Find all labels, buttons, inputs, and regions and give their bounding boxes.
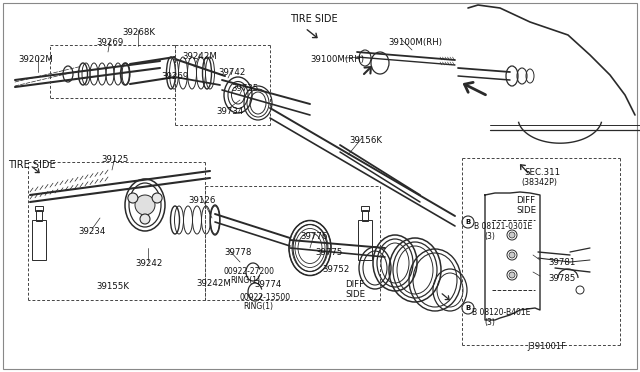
- Text: 39269: 39269: [96, 38, 124, 47]
- Text: 39242: 39242: [135, 259, 163, 268]
- Circle shape: [509, 232, 515, 238]
- Text: RING(1): RING(1): [230, 276, 260, 285]
- Text: 39269: 39269: [161, 72, 188, 81]
- Text: (3): (3): [484, 318, 495, 327]
- Text: 39242M: 39242M: [182, 52, 217, 61]
- Text: 39775: 39775: [315, 248, 342, 257]
- Bar: [361, 206, 369, 211]
- Text: RING(1): RING(1): [243, 302, 273, 311]
- Text: SIDE: SIDE: [345, 290, 365, 299]
- Text: 39781: 39781: [548, 258, 575, 267]
- Text: 39774: 39774: [254, 280, 282, 289]
- Text: 39202M: 39202M: [18, 55, 53, 64]
- Bar: [35, 206, 43, 211]
- Text: 00922-13500: 00922-13500: [239, 293, 290, 302]
- Text: 39778: 39778: [224, 248, 252, 257]
- Text: B 08120-B401E: B 08120-B401E: [472, 308, 531, 317]
- Text: 39100M(RH): 39100M(RH): [388, 38, 442, 47]
- Text: 39155K: 39155K: [96, 282, 129, 291]
- Text: B 08121-0301E: B 08121-0301E: [474, 222, 532, 231]
- Circle shape: [135, 195, 155, 215]
- Text: 39100M(RH): 39100M(RH): [310, 55, 364, 64]
- Text: 39234: 39234: [78, 227, 106, 236]
- Text: DIFF: DIFF: [345, 280, 364, 289]
- Text: SEC.311: SEC.311: [524, 168, 560, 177]
- Bar: [32, 220, 46, 260]
- Text: (3): (3): [484, 232, 495, 241]
- Text: 39752: 39752: [322, 265, 349, 274]
- Text: (38342P): (38342P): [521, 178, 557, 187]
- Text: SIDE: SIDE: [516, 206, 536, 215]
- Bar: [36, 210, 42, 221]
- Text: DIFF: DIFF: [516, 196, 535, 205]
- Text: B: B: [465, 219, 470, 225]
- Bar: [362, 210, 368, 221]
- Text: 39742: 39742: [218, 68, 245, 77]
- Text: 39776: 39776: [300, 232, 328, 241]
- Text: 00922-27200: 00922-27200: [224, 267, 275, 276]
- Text: TIRE SIDE: TIRE SIDE: [290, 14, 338, 24]
- Bar: [358, 220, 372, 260]
- Circle shape: [509, 252, 515, 258]
- Text: 39785: 39785: [548, 274, 575, 283]
- Text: 39125: 39125: [101, 155, 129, 164]
- Text: 39268K: 39268K: [122, 28, 155, 37]
- Text: 39734: 39734: [216, 107, 243, 116]
- Text: 39242M: 39242M: [196, 279, 231, 288]
- Circle shape: [152, 193, 162, 203]
- Text: B: B: [465, 305, 470, 311]
- Circle shape: [509, 272, 515, 278]
- Text: 39735: 39735: [231, 84, 259, 93]
- Circle shape: [140, 214, 150, 224]
- Circle shape: [128, 193, 138, 203]
- Text: J391001F: J391001F: [527, 342, 566, 351]
- Text: TIRE SIDE: TIRE SIDE: [8, 160, 56, 170]
- Text: 39126: 39126: [188, 196, 216, 205]
- Text: 39156K: 39156K: [349, 136, 382, 145]
